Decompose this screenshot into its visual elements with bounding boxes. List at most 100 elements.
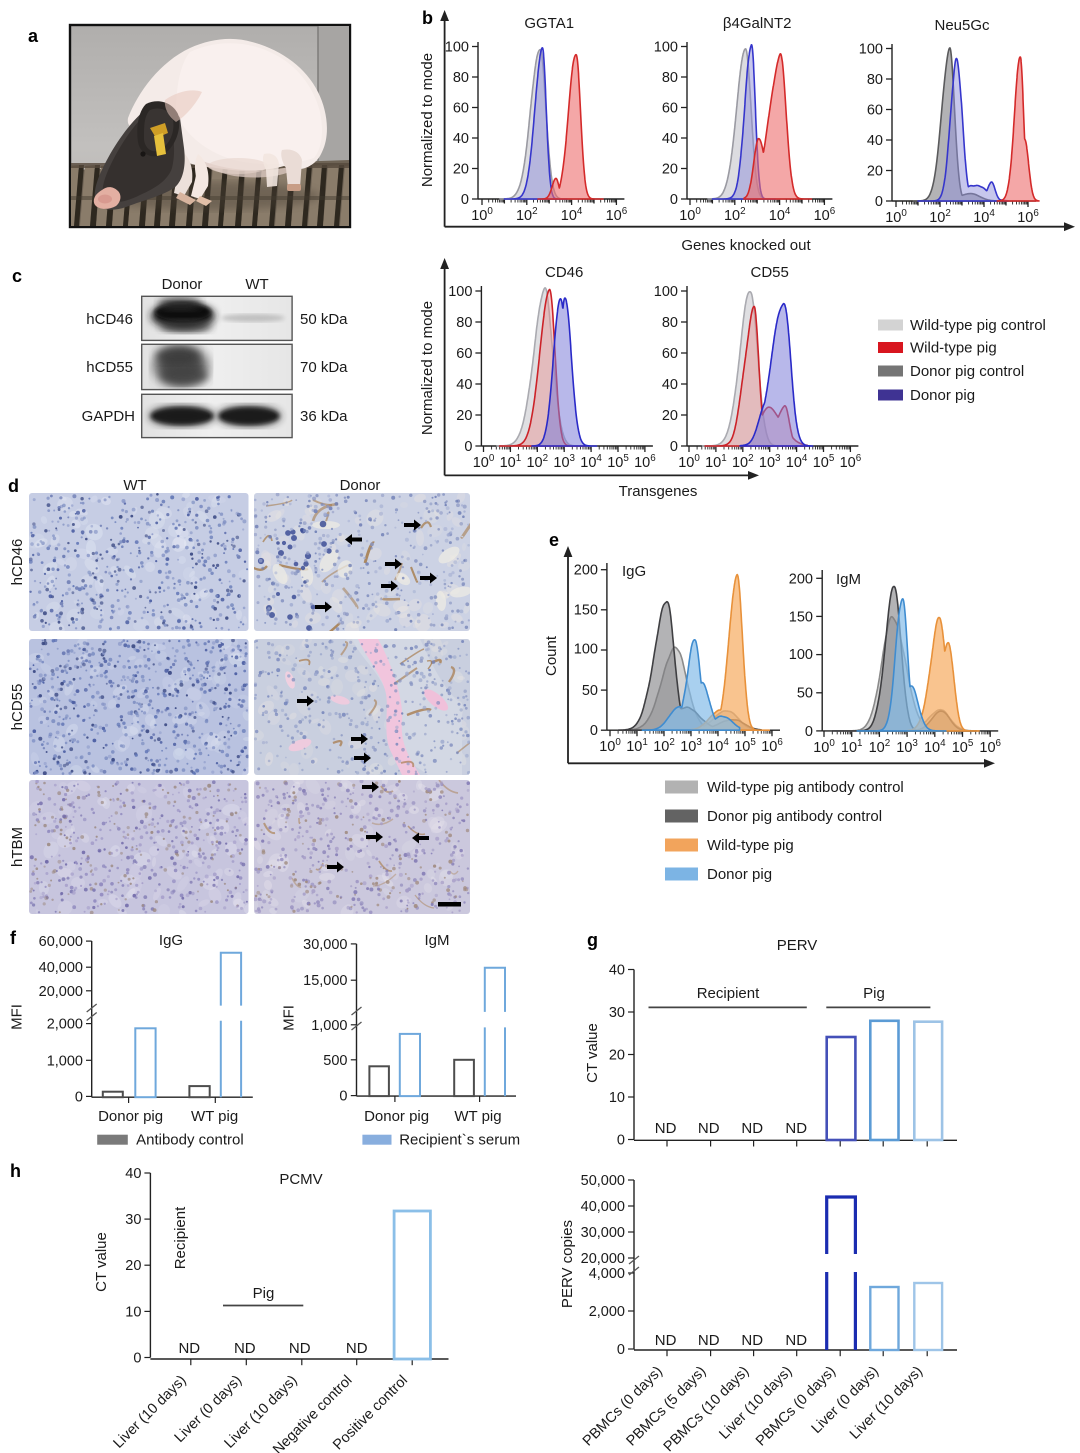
svg-text:Donor pig control: Donor pig control — [910, 363, 1024, 380]
svg-text:PERV: PERV — [777, 937, 818, 954]
svg-text:0: 0 — [670, 439, 678, 455]
svg-text:Donor pig: Donor pig — [707, 866, 772, 883]
svg-text:30: 30 — [609, 1005, 625, 1021]
svg-text:ND: ND — [234, 1340, 256, 1357]
svg-text:500: 500 — [323, 1053, 347, 1069]
svg-text:40: 40 — [456, 377, 472, 393]
svg-text:CD46: CD46 — [545, 264, 583, 281]
svg-text:Wild-type pig control: Wild-type pig control — [910, 317, 1046, 334]
svg-text:1,000: 1,000 — [47, 1053, 83, 1069]
svg-text:β4GalNT2: β4GalNT2 — [723, 15, 792, 32]
svg-text:40,000: 40,000 — [39, 960, 83, 976]
svg-text:Donor pig antibody control: Donor pig antibody control — [707, 808, 882, 825]
svg-text:0: 0 — [617, 1342, 625, 1358]
svg-text:ND: ND — [698, 1332, 720, 1349]
svg-text:Transgenes: Transgenes — [619, 483, 698, 500]
svg-text:10: 10 — [609, 1090, 625, 1106]
svg-text:ND: ND — [655, 1120, 677, 1137]
svg-text:WT: WT — [245, 276, 268, 293]
svg-text:Normalized to mode: Normalized to mode — [419, 301, 436, 435]
svg-text:4,000: 4,000 — [589, 1266, 625, 1282]
svg-text:Pig: Pig — [253, 1285, 275, 1302]
svg-text:hCD46: hCD46 — [86, 311, 133, 328]
svg-text:60: 60 — [662, 346, 678, 362]
svg-text:MFI: MFI — [9, 1004, 26, 1030]
svg-text:80: 80 — [662, 70, 678, 86]
svg-text:100: 100 — [574, 642, 598, 658]
svg-text:ND: ND — [289, 1340, 311, 1357]
svg-text:40: 40 — [453, 131, 469, 147]
svg-text:40: 40 — [662, 377, 678, 393]
svg-text:50: 50 — [797, 686, 813, 702]
svg-text:100: 100 — [654, 40, 678, 56]
svg-text:80: 80 — [662, 315, 678, 331]
svg-text:200: 200 — [789, 571, 813, 587]
svg-text:CT value: CT value — [93, 1232, 110, 1292]
svg-text:Pig: Pig — [863, 985, 885, 1002]
svg-text:hTBM: hTBM — [9, 827, 26, 867]
svg-text:MFI: MFI — [281, 1005, 298, 1031]
svg-text:WT pig: WT pig — [191, 1108, 238, 1125]
svg-text:100: 100 — [448, 284, 472, 300]
svg-text:80: 80 — [867, 72, 883, 88]
svg-text:50 kDa: 50 kDa — [300, 311, 348, 328]
svg-text:ND: ND — [346, 1340, 368, 1357]
svg-text:100: 100 — [789, 647, 813, 663]
svg-text:Wild-type pig: Wild-type pig — [910, 340, 997, 357]
svg-text:ND: ND — [655, 1332, 677, 1349]
svg-text:hCD46: hCD46 — [9, 539, 26, 586]
svg-text:100: 100 — [445, 40, 469, 56]
svg-text:15,000: 15,000 — [303, 973, 347, 989]
svg-text:40: 40 — [609, 963, 625, 979]
svg-text:40: 40 — [125, 1166, 141, 1182]
svg-text:Recipient`s serum: Recipient`s serum — [399, 1132, 520, 1149]
svg-text:200: 200 — [574, 563, 598, 579]
svg-text:40,000: 40,000 — [581, 1199, 625, 1215]
svg-text:WT: WT — [123, 477, 146, 494]
svg-text:0: 0 — [133, 1351, 141, 1367]
svg-text:60: 60 — [453, 101, 469, 117]
svg-text:Donor pig: Donor pig — [98, 1108, 163, 1125]
svg-text:0: 0 — [670, 192, 678, 208]
svg-text:WT pig: WT pig — [454, 1108, 501, 1125]
svg-text:20,000: 20,000 — [581, 1251, 625, 1267]
svg-text:Donor pig: Donor pig — [910, 387, 975, 404]
svg-text:0: 0 — [875, 194, 883, 210]
svg-text:PCMV: PCMV — [279, 1171, 322, 1188]
svg-text:20: 20 — [867, 164, 883, 180]
svg-text:30,000: 30,000 — [303, 937, 347, 953]
svg-text:60: 60 — [456, 346, 472, 362]
svg-text:h: h — [10, 1161, 21, 1181]
svg-text:150: 150 — [574, 603, 598, 619]
svg-text:Donor: Donor — [340, 477, 381, 494]
svg-text:50,000: 50,000 — [581, 1173, 625, 1189]
svg-text:IgG: IgG — [622, 563, 646, 580]
svg-text:150: 150 — [789, 610, 813, 626]
svg-text:Wild-type pig: Wild-type pig — [707, 837, 794, 854]
svg-text:IgG: IgG — [159, 932, 183, 949]
svg-text:36 kDa: 36 kDa — [300, 408, 348, 425]
svg-text:100: 100 — [859, 42, 883, 58]
svg-text:60,000: 60,000 — [39, 934, 83, 950]
svg-text:hCD55: hCD55 — [86, 359, 133, 376]
svg-text:0: 0 — [339, 1089, 347, 1105]
svg-text:Recipient: Recipient — [172, 1206, 189, 1269]
svg-text:10: 10 — [125, 1304, 141, 1320]
svg-text:20: 20 — [609, 1048, 625, 1064]
svg-text:50: 50 — [582, 683, 598, 699]
svg-text:f: f — [10, 928, 17, 948]
svg-text:0: 0 — [461, 192, 469, 208]
svg-text:ND: ND — [785, 1120, 807, 1137]
svg-text:2,000: 2,000 — [589, 1304, 625, 1320]
svg-text:d: d — [8, 476, 19, 496]
svg-text:Count: Count — [543, 635, 560, 676]
svg-text:60: 60 — [867, 103, 883, 119]
svg-text:0: 0 — [464, 439, 472, 455]
svg-text:hCD55: hCD55 — [9, 684, 26, 731]
svg-text:0: 0 — [590, 723, 598, 739]
svg-text:PERV copies: PERV copies — [559, 1220, 576, 1308]
svg-text:GGTA1: GGTA1 — [524, 15, 574, 32]
svg-text:ND: ND — [741, 1332, 763, 1349]
svg-text:40: 40 — [867, 133, 883, 149]
svg-text:c: c — [12, 266, 22, 286]
